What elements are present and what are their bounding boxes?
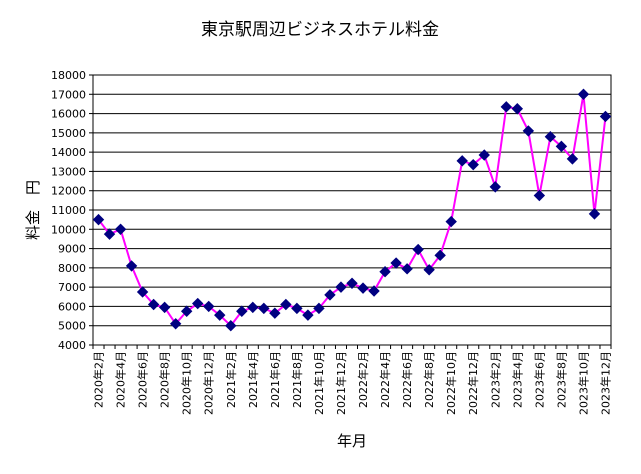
y-tick-label: 13000 <box>51 165 86 178</box>
data-point-marker <box>291 302 303 315</box>
y-tick-label: 5000 <box>58 320 86 333</box>
x-tick-label: 2020年6月 <box>136 351 150 408</box>
data-point-marker <box>203 300 215 313</box>
x-tick-label: 2023年4月 <box>510 351 524 408</box>
data-point-marker <box>434 249 446 262</box>
x-tick-label: 2023年2月 <box>488 351 502 408</box>
data-point-marker <box>269 307 281 319</box>
data-point-marker <box>357 282 369 294</box>
data-point-marker <box>368 285 380 297</box>
data-point-marker <box>247 301 259 314</box>
x-tick-label: 2020年2月 <box>92 351 106 408</box>
data-point-marker <box>302 309 314 321</box>
data-point-marker <box>103 228 116 240</box>
y-tick-label: 11000 <box>51 204 86 217</box>
y-tick-label: 10000 <box>51 223 86 236</box>
x-tick-label: 2022年6月 <box>400 351 414 408</box>
data-point-marker <box>92 213 105 226</box>
y-axis-title: 料金 円 <box>24 180 42 240</box>
data-point-marker <box>412 243 424 256</box>
y-tick-label: 16000 <box>51 108 86 121</box>
grid-lines <box>93 74 611 346</box>
x-tick-label: 2021年8月 <box>290 351 304 408</box>
y-tick-label: 7000 <box>58 281 86 294</box>
x-tick-label: 2022年8月 <box>422 351 436 408</box>
y-tick-label: 4000 <box>58 339 86 352</box>
data-point-marker <box>379 266 391 278</box>
x-tick-label: 2020年4月 <box>114 351 128 408</box>
data-point-marker <box>423 264 435 276</box>
data-point-marker <box>588 208 601 220</box>
y-tick-label: 12000 <box>51 185 86 198</box>
data-point-marker <box>125 260 138 272</box>
data-point-marker <box>456 155 468 167</box>
data-point-marker <box>478 149 490 161</box>
data-point-marker <box>390 257 402 269</box>
data-point-marker <box>533 189 546 202</box>
chart-title: 東京駅周辺ビジネスホテル料金 <box>201 20 439 40</box>
data-point-marker <box>401 263 413 275</box>
data-point-marker <box>225 320 237 332</box>
x-tick-label: 2021年2月 <box>224 351 238 408</box>
data-point-marker <box>114 223 127 235</box>
x-axis-ticks: 2020年2月 2020年4月 2020年6月 2020年8月 2020年10月 2020… <box>92 345 612 415</box>
data-point-marker <box>489 181 501 193</box>
data-point-marker <box>191 297 204 310</box>
data-point-marker <box>280 298 292 311</box>
data-point-marker <box>258 302 270 315</box>
y-tick-label: 8000 <box>58 262 86 275</box>
y-tick-label: 15000 <box>51 127 86 140</box>
x-tick-label: 2021年4月 <box>246 351 260 408</box>
data-point-marker <box>236 305 248 317</box>
x-tick-label: 2022年2月 <box>356 351 370 408</box>
data-point-marker <box>147 298 160 311</box>
x-tick-label: 2022年10月 <box>444 351 458 415</box>
x-tick-label: 2023年8月 <box>554 351 568 408</box>
data-point-marker <box>544 131 557 143</box>
data-point-marker <box>500 101 513 113</box>
y-tick-label: 6000 <box>58 300 86 313</box>
x-tick-label: 2021年12月 <box>334 351 348 415</box>
data-point-marker <box>335 281 347 293</box>
y-tick-label: 14000 <box>51 146 86 159</box>
data-point-marker <box>214 309 226 321</box>
x-tick-label: 2021年6月 <box>268 351 282 408</box>
x-tick-label: 2020年12月 <box>202 351 216 415</box>
x-axis-title: 年月 <box>337 432 367 450</box>
data-point-marker <box>313 302 325 315</box>
data-point-marker <box>522 125 535 137</box>
data-point-marker <box>158 301 171 314</box>
x-tick-label: 2023年6月 <box>532 351 546 408</box>
y-axis-ticks: 4000 5000 6000 7000 8000 9000 10000 11000 12000 1… <box>51 69 93 352</box>
y-tick-label: 18000 <box>51 69 86 82</box>
data-point-marker <box>180 305 193 317</box>
data-point-marker <box>346 277 358 289</box>
y-tick-label: 17000 <box>51 88 86 101</box>
data-point-marker <box>136 286 149 298</box>
data-point-marker <box>566 153 579 165</box>
data-point-marker <box>511 103 524 115</box>
data-point-marker <box>324 289 336 301</box>
x-tick-label: 2020年8月 <box>158 351 172 408</box>
data-point-marker <box>599 110 612 123</box>
data-point-marker <box>467 158 479 171</box>
x-tick-label: 2021年10月 <box>312 351 326 415</box>
x-tick-label: 2022年12月 <box>466 351 480 415</box>
data-point-marker <box>577 88 590 100</box>
x-tick-label: 2023年12月 <box>598 351 612 415</box>
data-point-marker <box>445 215 457 228</box>
y-tick-label: 9000 <box>58 243 86 256</box>
data-point-marker <box>169 318 182 330</box>
x-tick-label: 2022年4月 <box>378 351 392 408</box>
x-tick-label: 2020年10月 <box>180 351 194 415</box>
x-tick-label: 2023年10月 <box>576 351 590 415</box>
data-point-marker <box>555 140 568 153</box>
series-layer <box>92 88 612 332</box>
